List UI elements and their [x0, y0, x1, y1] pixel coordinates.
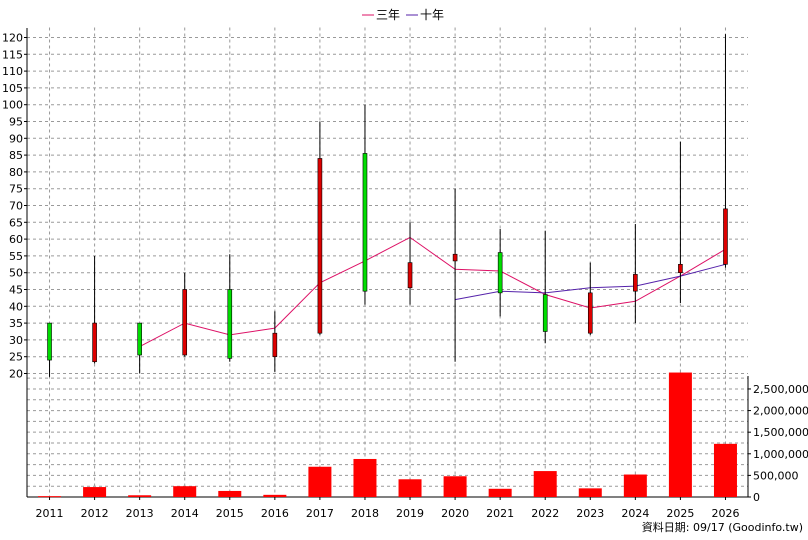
volume-tick-label: 0 — [753, 491, 760, 504]
year-label: 2025 — [666, 507, 694, 520]
price-tick-label: 30 — [9, 334, 23, 347]
price-tick-label: 35 — [9, 317, 23, 330]
volume-tick-label: 1,500,000 — [753, 426, 808, 439]
volume-bar — [263, 494, 287, 497]
candle-body — [633, 274, 638, 292]
price-tick-label: 60 — [9, 233, 23, 246]
volume-bar — [488, 488, 512, 497]
year-label: 2024 — [621, 507, 649, 520]
volume-bar — [398, 479, 422, 497]
volume-bar — [38, 496, 62, 498]
price-tick-label: 40 — [9, 300, 23, 313]
candle-body — [723, 208, 728, 265]
price-tick-label: 95 — [9, 116, 23, 129]
volume-tick-label: 1,000,000 — [753, 448, 808, 461]
price-tick-label: 55 — [9, 250, 23, 263]
candle-body — [182, 289, 188, 356]
candle-body — [362, 153, 368, 292]
source-note: 資料日期: 09/17 (Goodinfo.tw) — [642, 520, 803, 534]
candlesticks — [47, 34, 728, 377]
candle-body — [47, 322, 52, 361]
year-label: 2026 — [711, 507, 739, 520]
volume-bars — [38, 372, 737, 498]
price-tick-label: 70 — [9, 200, 23, 213]
year-label: 2014 — [171, 507, 199, 520]
volume-bar — [308, 466, 332, 497]
volume-bar — [668, 372, 692, 497]
volume-tick-label: 500,000 — [753, 469, 799, 482]
axes — [24, 28, 751, 500]
candle-body — [407, 262, 413, 289]
three-year-line — [139, 236, 726, 348]
year-label: 2017 — [306, 507, 334, 520]
tick-labels: 2025303540455055606570758085909510010511… — [2, 32, 808, 521]
volume-bar — [218, 490, 242, 497]
year-label: 2021 — [486, 507, 514, 520]
candle-body — [452, 253, 458, 262]
volume-bar — [443, 476, 467, 497]
price-tick-label: 85 — [9, 149, 23, 162]
price-tick-label: 115 — [2, 48, 23, 61]
year-label: 2012 — [81, 507, 109, 520]
volume-tick-label: 2,000,000 — [753, 405, 808, 418]
price-tick-label: 20 — [9, 368, 23, 381]
volume-bar — [353, 458, 377, 497]
price-tick-label: 90 — [9, 132, 23, 145]
candle-body — [317, 158, 323, 334]
grid — [27, 27, 748, 498]
candle-body — [227, 289, 233, 359]
volume-bar — [83, 487, 107, 497]
volume-bar — [578, 488, 602, 497]
price-tick-label: 100 — [2, 99, 23, 112]
year-label: 2022 — [531, 507, 559, 520]
price-tick-label: 50 — [9, 267, 23, 280]
year-label: 2023 — [576, 507, 604, 520]
volume-bar — [173, 486, 197, 497]
candle-body — [542, 294, 548, 332]
year-label: 2013 — [126, 507, 154, 520]
candle-body — [92, 322, 97, 363]
legend-label-three-year: 三年 — [376, 8, 400, 22]
candle-body — [497, 252, 503, 294]
price-tick-label: 65 — [9, 216, 23, 229]
year-label: 2015 — [216, 507, 244, 520]
year-label: 2011 — [36, 507, 64, 520]
price-tick-label: 110 — [2, 65, 23, 78]
year-label: 2018 — [351, 507, 379, 520]
year-label: 2019 — [396, 507, 424, 520]
candle-body — [272, 332, 278, 357]
price-tick-label: 75 — [9, 183, 23, 196]
price-tick-label: 25 — [9, 351, 23, 364]
volume-bar — [533, 471, 557, 497]
candle-body — [678, 263, 683, 273]
volume-bar — [128, 495, 152, 497]
volume-bar — [713, 443, 737, 497]
price-tick-label: 45 — [9, 284, 23, 297]
price-tick-label: 80 — [9, 166, 23, 179]
legend-label-ten-year: 十年 — [420, 8, 444, 22]
volume-tick-label: 2,500,000 — [753, 383, 808, 396]
year-label: 2016 — [261, 507, 289, 520]
price-tick-label: 105 — [2, 82, 23, 95]
year-label: 2020 — [441, 507, 469, 520]
price-tick-label: 120 — [2, 32, 23, 45]
legend: 三年 十年 — [362, 8, 444, 22]
candle-body — [587, 292, 593, 334]
candle-body — [137, 322, 142, 356]
volume-bar — [623, 474, 647, 497]
